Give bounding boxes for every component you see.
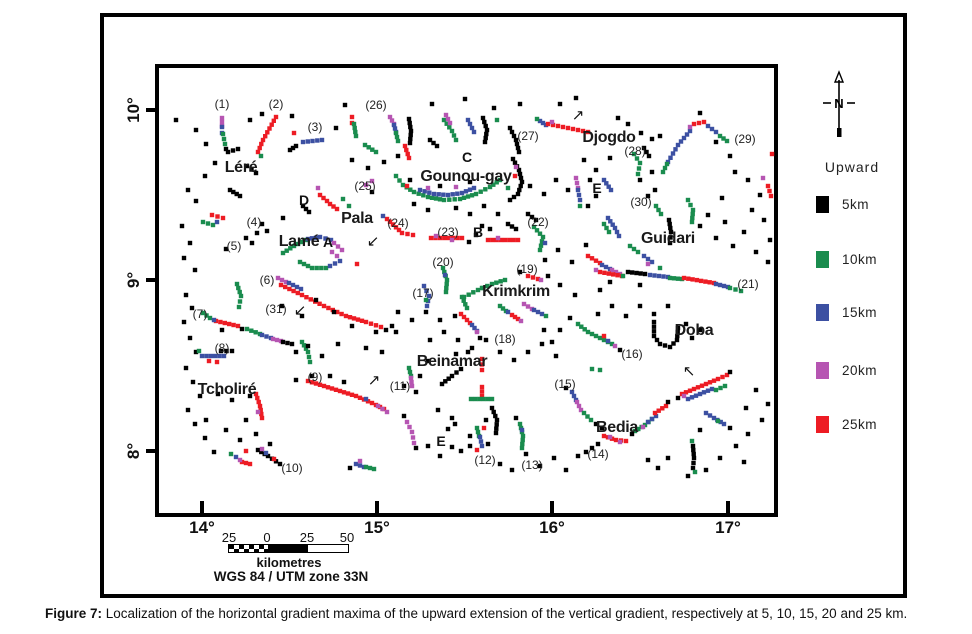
y-axis-tick-label: 8°: [124, 442, 143, 460]
legend-swatch-15km: [816, 304, 829, 321]
legend-title: Upward: [824, 159, 880, 175]
north-arrow-n-label: N: [834, 96, 843, 111]
scale-bar-checker-segment: [229, 545, 268, 552]
figure-caption-label: Figure 7:: [45, 606, 103, 621]
legend-label: 10km: [842, 252, 878, 267]
legend-item-25km: 25km: [816, 416, 877, 433]
scale-bar-number: 25: [221, 530, 237, 545]
legend-item-5km: 5km: [816, 196, 869, 213]
figure-caption-text: Localization of the horizontal gradient …: [102, 606, 908, 621]
scale-bar-white-segment: [308, 545, 348, 552]
y-axis-tick-label: 9°: [124, 271, 143, 289]
legend-item-20km: 20km: [816, 362, 877, 379]
legend-item-15km: 15km: [816, 304, 877, 321]
scale-bar-datum: WGS 84 / UTM zone 33N: [213, 569, 369, 584]
x-axis-tick: [375, 501, 379, 514]
north-arrow: N: [815, 70, 863, 145]
legend-swatch-10km: [816, 251, 829, 268]
y-axis-tick: [146, 449, 159, 453]
legend-item-10km: 10km: [816, 251, 877, 268]
x-axis-tick: [726, 501, 730, 514]
legend-swatch-5km: [816, 196, 829, 213]
scale-bar-number: 0: [263, 530, 271, 545]
y-axis-tick: [146, 108, 159, 112]
x-axis-tick-label: 14°: [189, 518, 215, 537]
legend-label: 5km: [842, 197, 870, 212]
scale-bar-black-segment: [268, 545, 308, 552]
legend-label: 20km: [842, 363, 878, 378]
legend-swatch-25km: [816, 416, 829, 433]
legend-label: 15km: [842, 305, 878, 320]
legend-label: 25km: [842, 417, 878, 432]
y-axis-tick-label: 10°: [124, 97, 143, 123]
legend-swatch-20km: [816, 362, 829, 379]
figure-caption: Figure 7: Localization of the horizontal…: [45, 606, 965, 621]
map-plot-area: [155, 64, 778, 517]
y-axis-tick: [146, 278, 159, 282]
x-axis-tick: [200, 501, 204, 514]
x-axis-tick: [550, 501, 554, 514]
x-axis-tick-label: 17°: [715, 518, 741, 537]
x-axis-tick-label: 16°: [539, 518, 565, 537]
scale-bar-unit: kilometres: [256, 555, 322, 570]
scale-bar-number: 25: [299, 530, 315, 545]
scale-bar-number: 50: [339, 530, 355, 545]
x-axis-tick-label: 15°: [364, 518, 390, 537]
scale-bar: [228, 544, 349, 553]
